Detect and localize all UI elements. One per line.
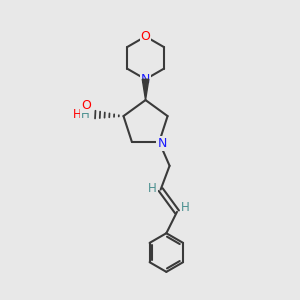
Text: O: O — [81, 99, 91, 112]
Text: H: H — [181, 201, 190, 214]
Text: N: N — [158, 137, 167, 150]
Text: H: H — [148, 182, 157, 195]
Text: HO: HO — [73, 107, 91, 121]
Text: N: N — [141, 73, 150, 86]
Polygon shape — [142, 79, 149, 100]
Text: H: H — [81, 108, 90, 121]
Text: O: O — [141, 30, 151, 43]
